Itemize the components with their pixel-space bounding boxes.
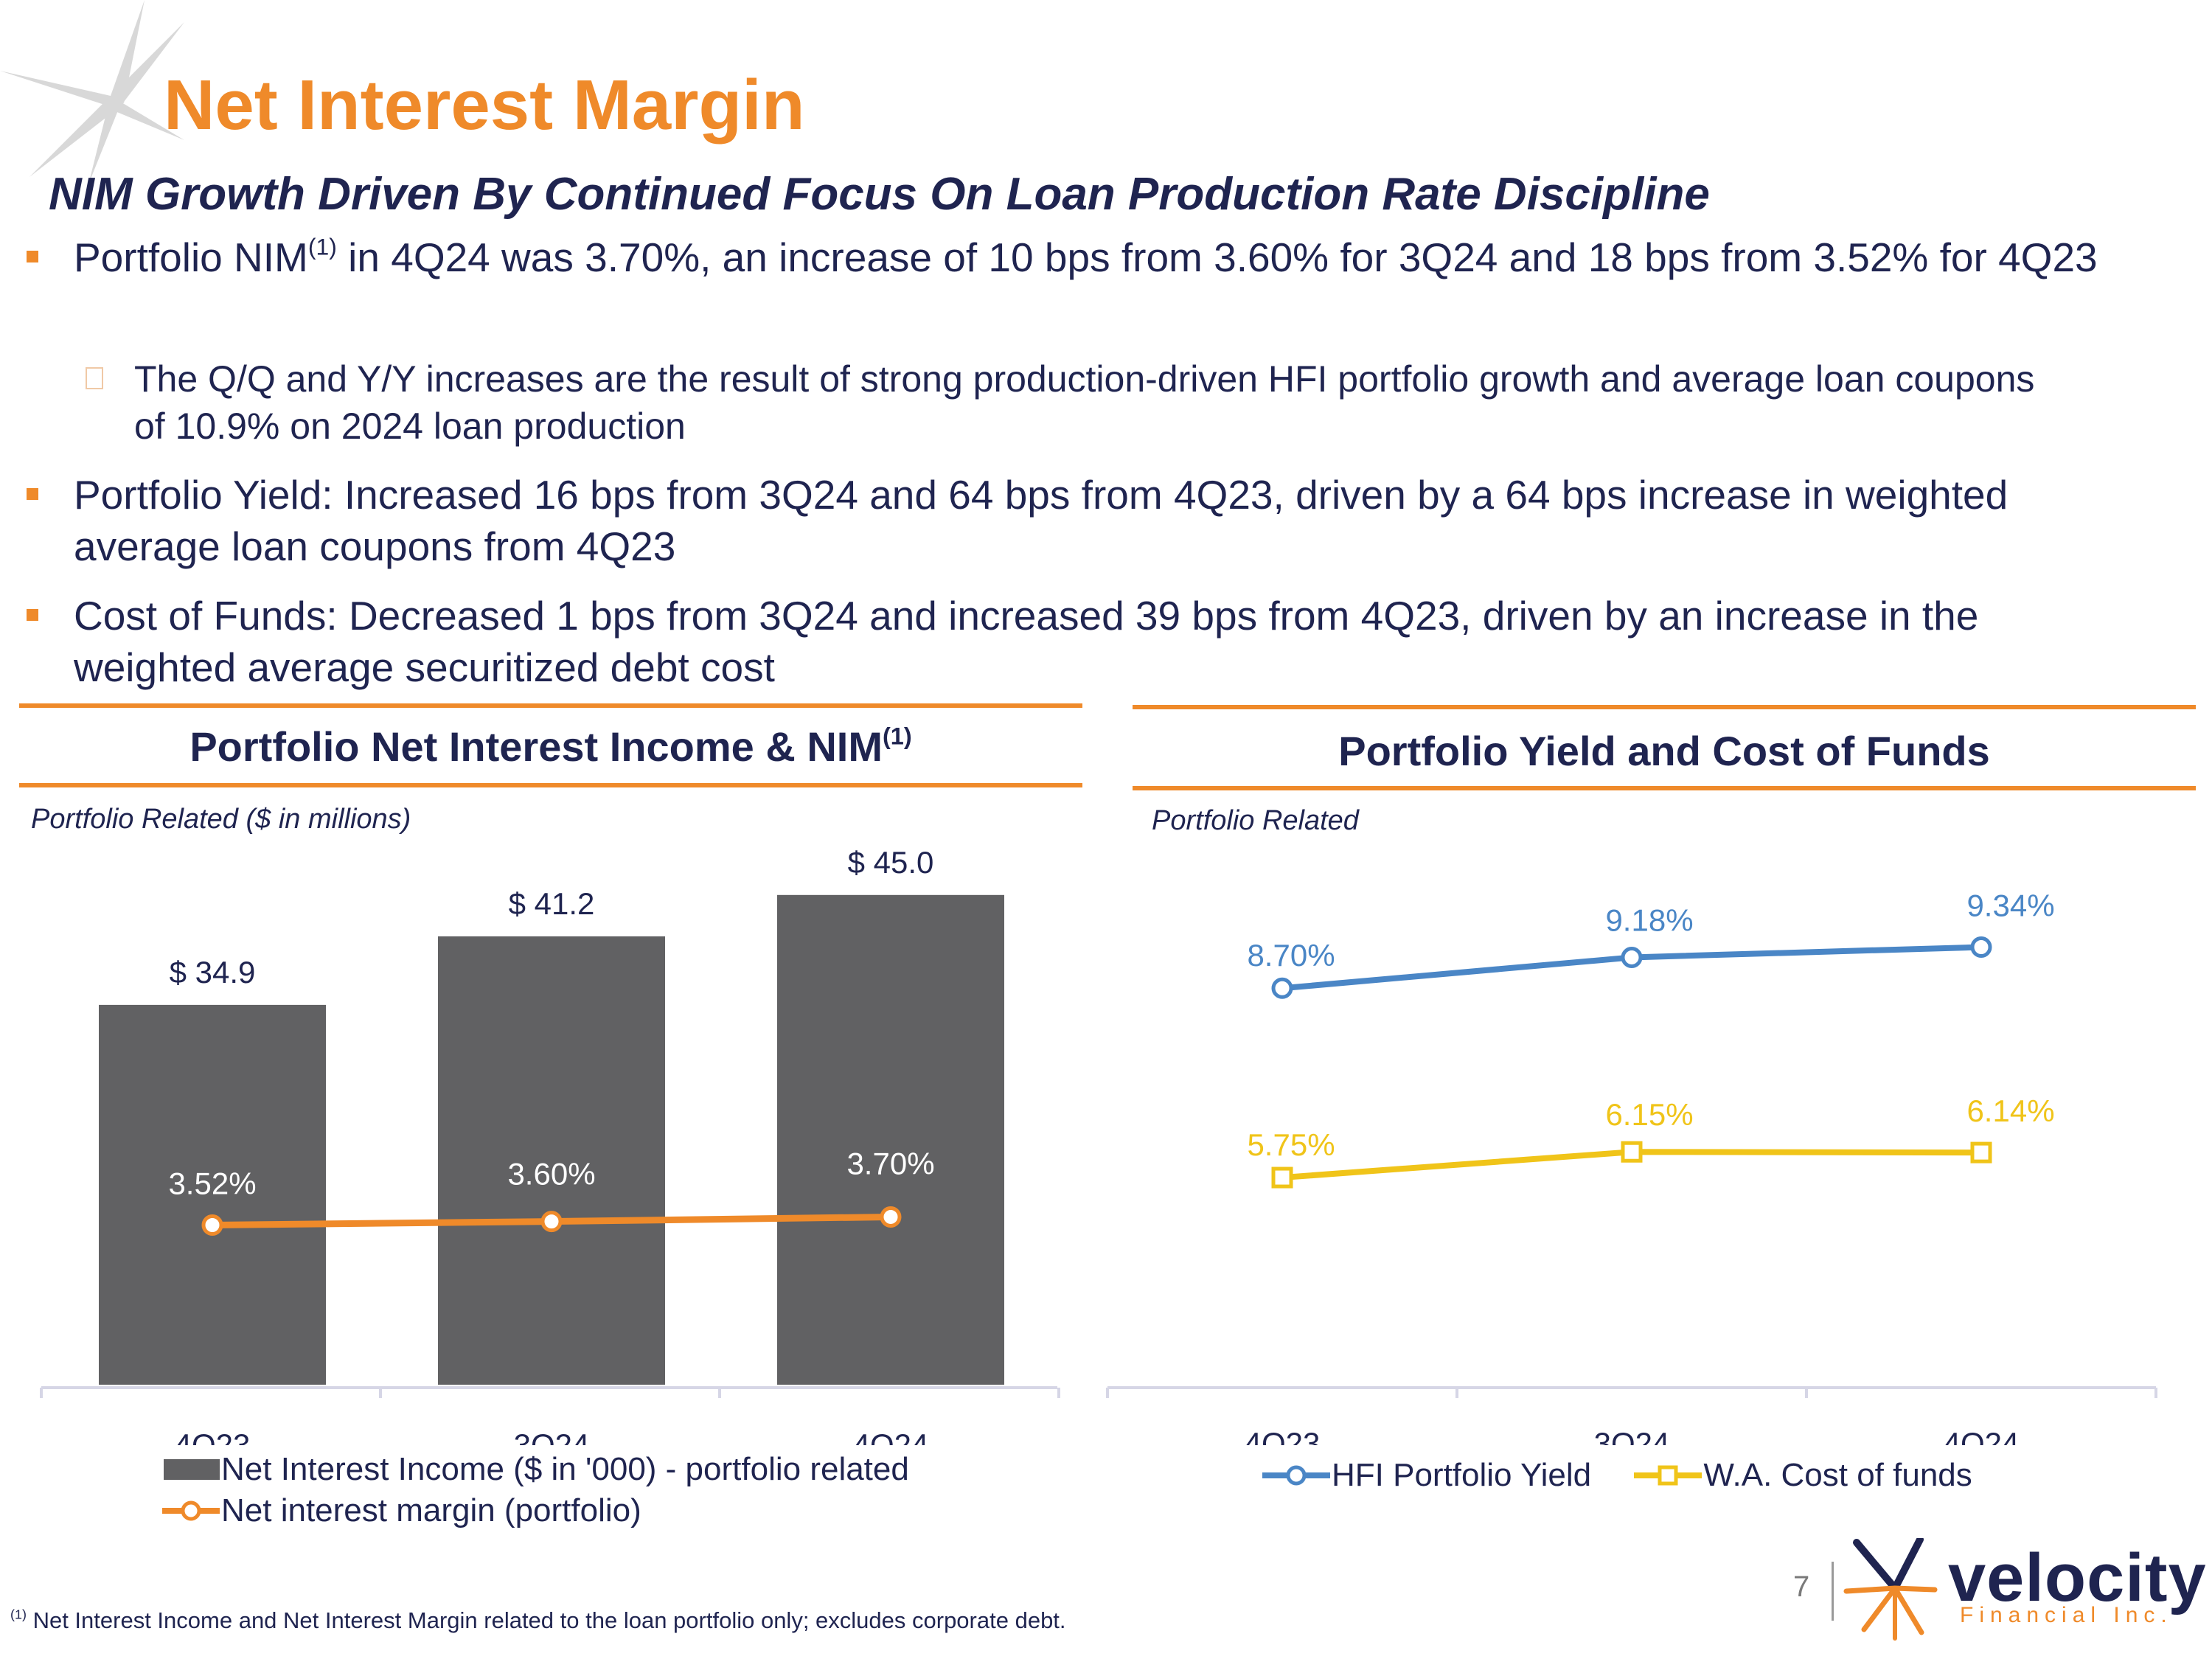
x-tick-label: 3Q24	[1594, 1426, 1670, 1445]
x-tick-label: 4Q23	[1245, 1426, 1321, 1445]
nii-nim-chart: 4Q23 3Q24 4Q24 $ 34.9 $ 41.2 $ 45.0 3.52% 3.60%…	[40, 845, 1060, 1445]
nim-data-label: 3.70%	[846, 1146, 934, 1180]
bullet-text-pre: Portfolio NIM	[74, 234, 308, 280]
legend-item-cost: W.A. Cost of funds	[1632, 1457, 1972, 1494]
footnote: (1) Net Interest Income and Net Interest…	[10, 1607, 1066, 1633]
page-subtitle: NIM Growth Driven By Continued Focus On …	[49, 169, 1710, 220]
bar-data-label: $ 41.2	[509, 886, 595, 921]
left-panel-bottom-rule	[19, 783, 1082, 787]
legend-item-yield: HFI Portfolio Yield	[1261, 1457, 1591, 1494]
cost-point	[1271, 1166, 1293, 1189]
legend-line-square-icon	[1634, 1465, 1703, 1486]
nim-point	[880, 1206, 902, 1228]
cost-data-label: 6.15%	[1605, 1097, 1693, 1132]
sub-bullet-increase-reason: The Q/Q and Y/Y increases are the result…	[86, 355, 2066, 450]
legend-label: HFI Portfolio Yield	[1332, 1457, 1592, 1493]
nim-point	[540, 1211, 563, 1233]
x-tick-label: 4Q24	[853, 1427, 929, 1445]
bar	[99, 1004, 326, 1385]
legend-bar-swatch-icon	[164, 1459, 220, 1480]
logo-wordmark: velocity	[1948, 1540, 2207, 1615]
left-panel-top-rule	[19, 703, 1082, 708]
legend-line-circle-icon	[162, 1500, 220, 1521]
cost-data-label: 5.75%	[1247, 1127, 1335, 1162]
bullet-cost-of-funds: Cost of Funds: Decreased 1 bps from 3Q24…	[27, 590, 2138, 693]
x-tick-label: 4Q23	[175, 1427, 251, 1445]
bar-data-label: $ 45.0	[848, 845, 934, 880]
nim-point	[201, 1214, 223, 1237]
footnote-ref: (1)	[307, 233, 337, 260]
legend-line-circle-icon	[1262, 1465, 1330, 1486]
bullet-marker-icon	[27, 251, 38, 262]
logo-divider	[1832, 1562, 1834, 1621]
right-panel-bottom-rule	[1133, 786, 2196, 790]
bar	[777, 894, 1004, 1385]
cost-data-label: 6.14%	[1966, 1093, 2054, 1128]
yield-data-label: 8.70%	[1247, 938, 1335, 973]
yield-data-label: 9.34%	[1966, 888, 2054, 923]
bar	[438, 936, 665, 1385]
star-burst-logo-icon	[0, 0, 184, 184]
x-tick-label: 4Q24	[1944, 1426, 2020, 1445]
page-number: 7	[1793, 1571, 1810, 1603]
sub-bullet-marker-icon	[86, 367, 103, 389]
bullet-marker-icon	[27, 609, 38, 621]
left-chart-title: Portfolio Net Interest Income & NIM(1)	[189, 723, 912, 770]
bullet-text: Cost of Funds: Decreased 1 bps from 3Q24…	[74, 593, 1979, 690]
right-chart-legend: HFI Portfolio Yield W.A. Cost of funds	[1261, 1457, 2005, 1498]
right-chart-title: Portfolio Yield and Cost of Funds	[1338, 728, 1990, 774]
yield-point	[1271, 977, 1293, 999]
left-chart-subtitle: Portfolio Related ($ in millions)	[31, 804, 411, 835]
yield-cost-chart: 4Q23 3Q24 4Q24 8.70% 9.18% 9.34% 5.75% 6.15% 6.1…	[1106, 888, 2157, 1445]
right-chart-subtitle: Portfolio Related	[1152, 805, 1359, 836]
cost-point	[1970, 1141, 1992, 1164]
legend-label: W.A. Cost of funds	[1703, 1457, 1972, 1493]
bullet-portfolio-nim: Portfolio NIM(1) in 4Q24 was 3.70%, an i…	[27, 232, 2138, 283]
bullet-text-post: in 4Q24 was 3.70%, an increase of 10 bps…	[336, 234, 2098, 280]
bullet-marker-icon	[27, 488, 38, 500]
logo-tagline: Financial Inc.	[1960, 1603, 2173, 1627]
right-panel-top-rule	[1133, 705, 2196, 709]
nim-data-label: 3.60%	[507, 1157, 595, 1192]
yield-data-label: 9.18%	[1605, 902, 1693, 937]
yield-point	[1970, 936, 1992, 959]
page-title: Net Interest Margin	[164, 66, 805, 145]
bullet-portfolio-yield: Portfolio Yield: Increased 16 bps from 3…	[27, 469, 2138, 572]
bullet-text: Portfolio Yield: Increased 16 bps from 3…	[74, 472, 2008, 569]
left-chart-legend: Net Interest Income ($ in '000) - portfo…	[161, 1451, 942, 1534]
legend-label: Net interest margin (portfolio)	[221, 1492, 641, 1528]
legend-item-nii: Net Interest Income ($ in '000) - portfo…	[161, 1451, 909, 1488]
bar-data-label: $ 34.9	[170, 955, 256, 990]
yield-point	[1621, 946, 1643, 968]
sub-bullet-text: The Q/Q and Y/Y increases are the result…	[134, 358, 2035, 447]
legend-label: Net Interest Income ($ in '000) - portfo…	[221, 1451, 909, 1487]
legend-item-nim: Net interest margin (portfolio)	[161, 1492, 641, 1529]
cost-point	[1621, 1141, 1643, 1163]
velocity-star-logo-icon	[1843, 1538, 1938, 1641]
nim-data-label: 3.52%	[168, 1166, 256, 1201]
x-tick-label: 3Q24	[514, 1427, 590, 1445]
